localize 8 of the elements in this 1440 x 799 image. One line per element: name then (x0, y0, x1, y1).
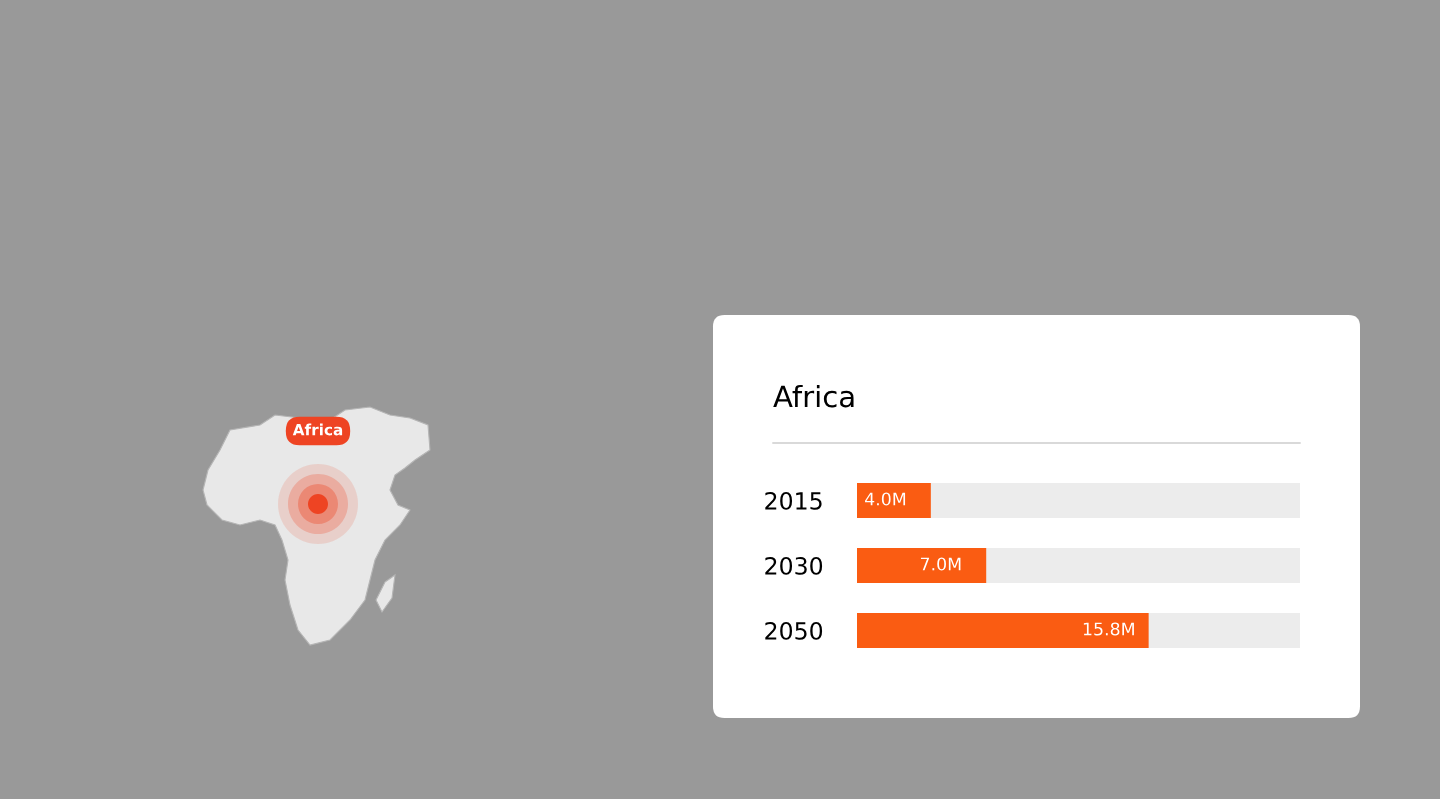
text: Africa (292, 423, 343, 436)
y-tick-label: 2015 (765, 491, 822, 510)
data-label: 15.8M (1083, 622, 1134, 636)
data-label: 7.0M (920, 557, 961, 571)
data-label: 4.0M (865, 492, 906, 506)
chart-title: Africa (773, 384, 854, 408)
y-tick-label: 2050 (765, 621, 823, 640)
y-tick-label: 2030 (765, 556, 823, 575)
